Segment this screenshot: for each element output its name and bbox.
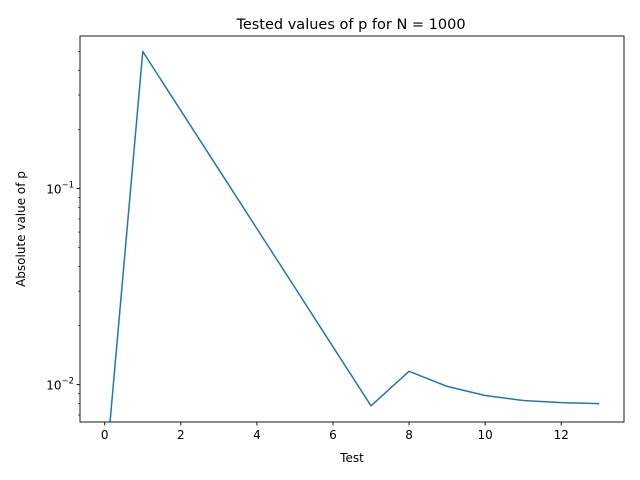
x-tick-label: 4	[253, 428, 261, 442]
y-tick-label-exponent: −2	[61, 377, 74, 387]
y-axis-label: Absolute value of p	[14, 171, 28, 287]
y-axis: 10−210−1	[46, 51, 80, 416]
x-tick-label: 10	[478, 428, 493, 442]
x-tick-label: 12	[554, 428, 569, 442]
y-tick-label-base: 10	[46, 183, 61, 197]
x-axis: 0 2 4 6 8 10 12	[101, 422, 569, 442]
axes-frame	[79, 35, 625, 423]
y-tick-label-base: 10	[46, 379, 61, 393]
chart-title: Tested values of p for N = 1000	[235, 17, 465, 33]
plot-area	[109, 50, 600, 422]
y-tick-label-exponent: −1	[61, 181, 74, 191]
y-tick-label: 10−1	[46, 181, 74, 197]
series-line-0	[109, 50, 600, 422]
x-tick-label: 6	[329, 428, 337, 442]
x-tick-label: 0	[101, 428, 109, 442]
x-tick-label: 2	[177, 428, 185, 442]
x-tick-label: 8	[405, 428, 413, 442]
y-tick-label: 10−2	[46, 377, 74, 393]
x-axis-label: Test	[339, 451, 364, 465]
